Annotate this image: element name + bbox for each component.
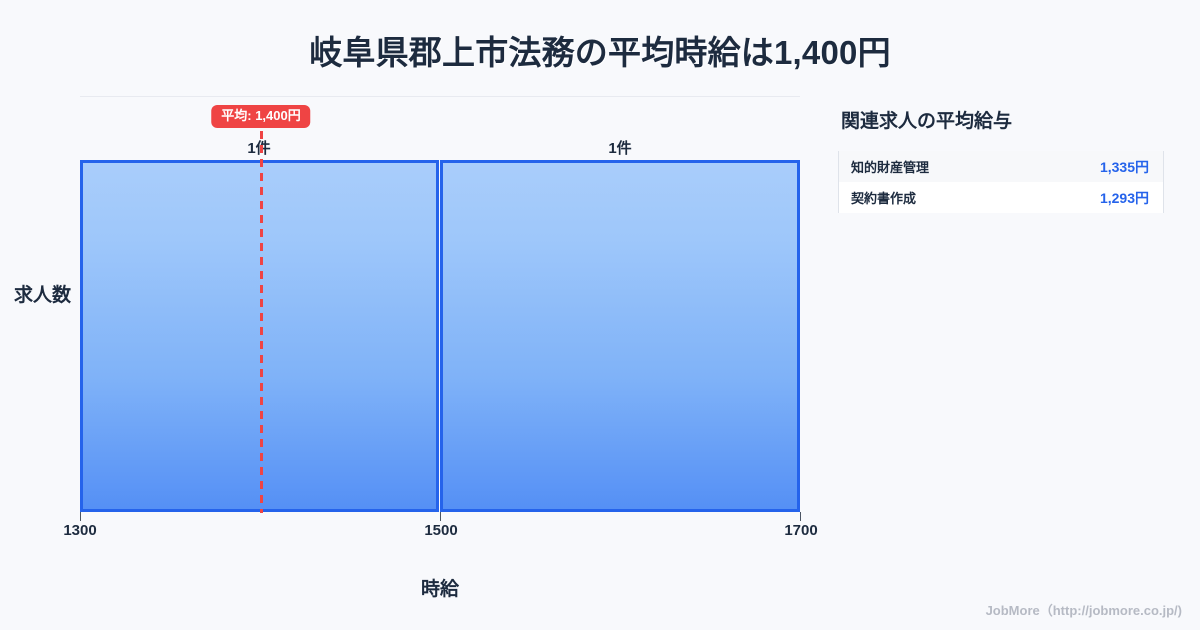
chart-gridline — [80, 96, 800, 97]
x-tick-mark-1700 — [800, 512, 801, 521]
x-axis-title: 時給 — [420, 579, 460, 600]
x-tick-mark-1500 — [440, 512, 441, 521]
list-item-value: 1,335円 — [1099, 158, 1149, 175]
related-jobs-list: 知的財産管理 1,335円 契約書作成 1,293円 — [838, 151, 1164, 213]
list-item[interactable]: 知的財産管理 1,335円 — [839, 151, 1163, 182]
bar-1[interactable] — [80, 160, 439, 512]
footer-watermark: JobMore（http://jobmore.co.jp/) — [985, 603, 1182, 618]
x-tick-label-1500: 1500 — [424, 522, 458, 539]
y-axis-title: 求人数 — [14, 285, 72, 306]
x-tick-mark-1300 — [80, 512, 81, 521]
bar-chart: 1件 1件 平均: 1,400円 1300 1500 1700 時給 求人数 — [14, 96, 818, 600]
chart-plot-area — [80, 160, 800, 512]
bar-2-value-label: 1件 — [608, 140, 632, 157]
list-item-label: 知的財産管理 — [851, 160, 930, 175]
list-item[interactable]: 契約書作成 1,293円 — [839, 182, 1163, 213]
list-item-value: 1,293円 — [1099, 189, 1149, 206]
x-tick-label-1300: 1300 — [63, 522, 97, 539]
average-badge: 平均: 1,400円 — [211, 105, 311, 129]
bar-2[interactable] — [440, 160, 800, 512]
x-tick-label-1700: 1700 — [784, 522, 818, 539]
average-line — [260, 131, 263, 513]
page-title: 岐阜県郡上市法務の平均時給は1,400円 — [309, 34, 891, 71]
related-jobs-title: 関連求人の平均給与 — [841, 111, 1013, 132]
related-jobs-panel: 関連求人の平均給与 知的財産管理 1,335円 契約書作成 1,293円 — [838, 96, 1168, 213]
list-item-label: 契約書作成 — [851, 191, 917, 206]
bar-1-value-label: 1件 — [247, 140, 271, 157]
